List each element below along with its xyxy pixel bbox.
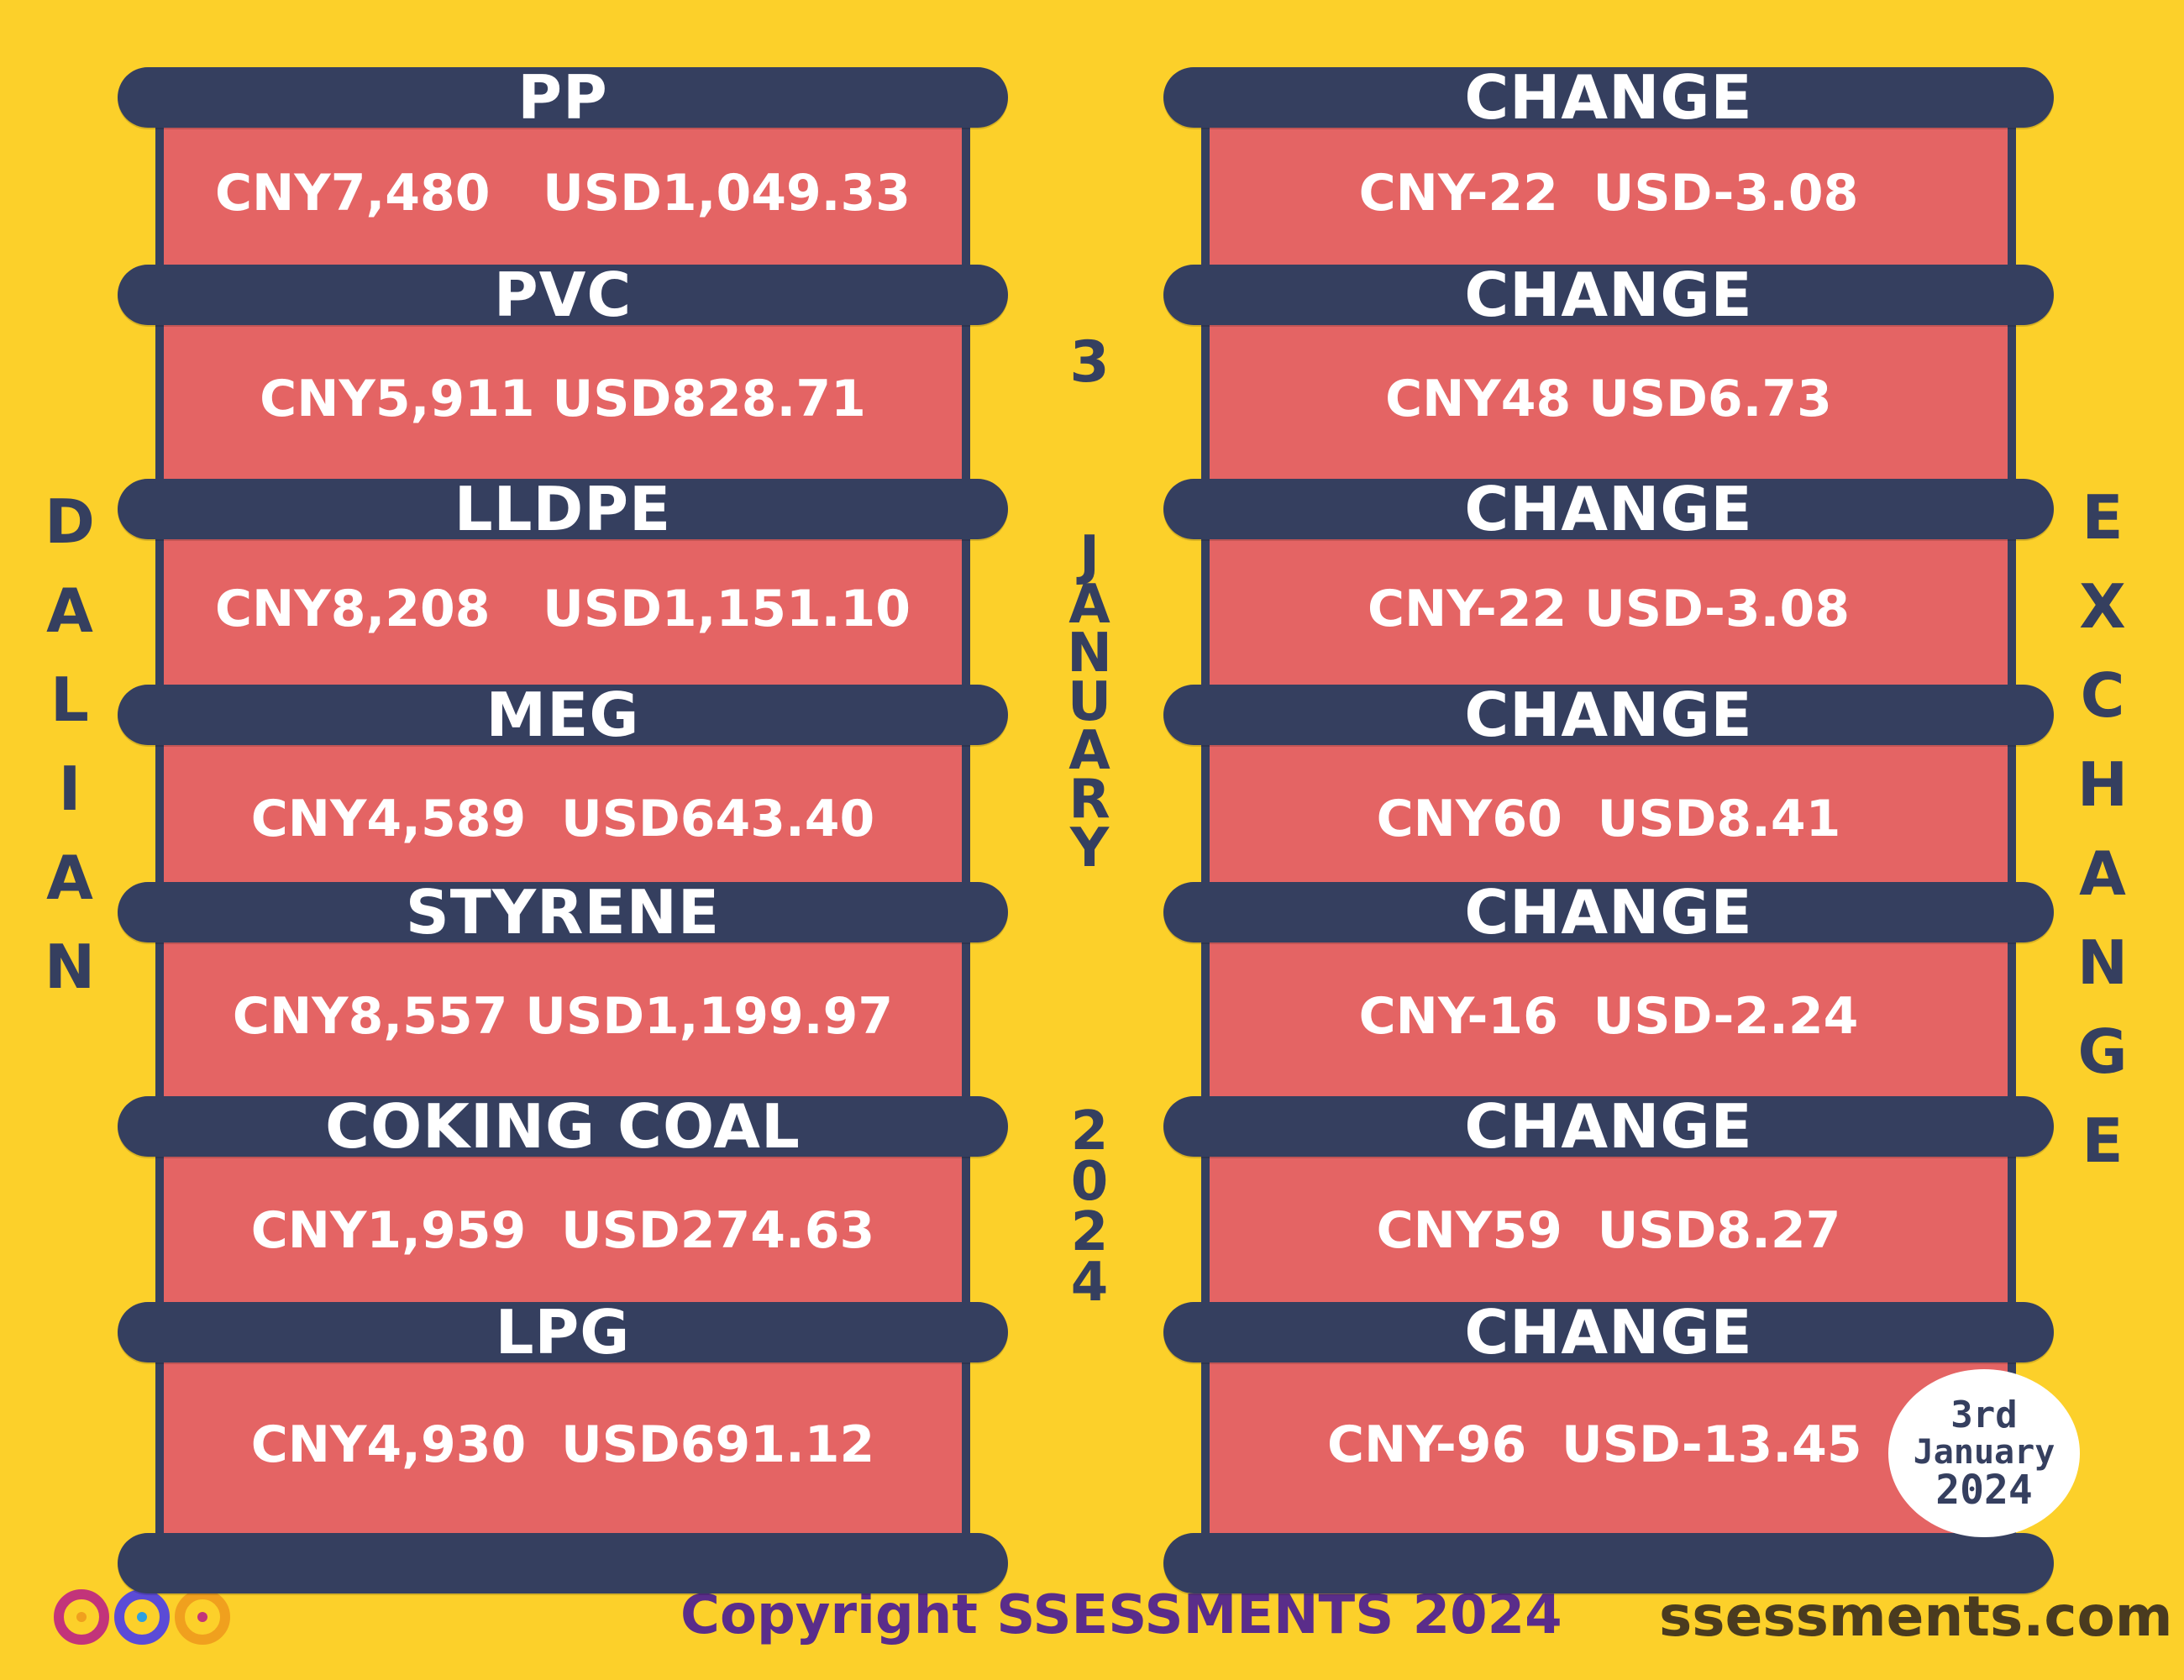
right-box-5: CNY59 USD8.27 [1201,1138,2016,1323]
change-pp: CNY-22 USD-3.08 [1358,164,1859,223]
right-box-4: CNY-16 USD-2.24 [1201,924,2016,1109]
left-header-6: LPG [118,1297,1008,1368]
label-lpg: LPG [495,1297,631,1368]
date-badge: 3rd January 2024 [1888,1369,2080,1537]
date-month: J A N U A R Y [1060,525,1119,879]
value-coking-coal: CNY1,959 USD274.63 [250,1201,875,1260]
right-box-0: CNY-22 USD-3.08 [1201,109,2016,277]
exchange-letter: E [2082,482,2124,553]
label-change: CHANGE [1464,62,1753,133]
left-box-3: CNY4,589 USD643.40 [155,727,970,911]
exchange-letter: G [2077,1016,2128,1087]
right-header-0: CHANGE [1163,62,2054,133]
exchange-letter: X [2079,571,2126,642]
exchange-vertical-label: E X C H A N G E [2073,487,2132,1200]
value-pp: CNY7,480 USD1,049.33 [215,164,911,223]
dalian-letter: I [58,753,81,824]
label-change: CHANGE [1464,1091,1753,1162]
exchange-letter: C [2080,660,2125,731]
label-meg: MEG [486,680,640,750]
year-digit: 2 [1070,1100,1109,1163]
month-letter: A [1068,574,1110,636]
infinity-logo-icon [54,1589,230,1645]
change-coking-coal: CNY59 USD8.27 [1376,1201,1841,1260]
dalian-letter: D [45,486,95,557]
month-letter: A [1068,720,1110,782]
dalian-vertical-label: D A L I A N [40,491,99,1026]
exchange-letter: H [2076,749,2129,820]
change-lldpe: CNY-22 USD-3.08 [1368,580,1850,638]
badge-day: 3rd [1950,1394,2018,1436]
badge-month: January [1913,1433,2055,1472]
exchange-letter: A [2079,838,2126,909]
year-digit: 0 [1070,1151,1109,1213]
date-year: 2 0 2 4 [1060,1100,1119,1314]
badge-year: 2024 [1935,1467,2033,1514]
right-box-1: CNY48 USD6.73 [1201,307,2016,491]
month-letter: U [1068,671,1111,733]
year-digit: 4 [1070,1252,1109,1314]
dalian-letter: L [50,664,89,735]
label-pp: PP [517,62,608,133]
change-styrene: CNY-16 USD-2.24 [1358,987,1859,1046]
left-box-2: CNY8,208 USD1,151.10 [155,521,970,697]
label-coking-coal: COKING COAL [325,1091,801,1162]
left-header-1: PVC [118,260,1008,330]
value-lldpe: CNY8,208 USD1,151.10 [215,580,911,638]
date-day: 3 [1069,329,1110,396]
month-letter: R [1068,769,1110,831]
value-pvc: CNY5,911 USD828.71 [260,370,866,428]
label-change: CHANGE [1464,680,1753,750]
right-box-3: CNY60 USD8.41 [1201,727,2016,911]
label-change: CHANGE [1464,877,1753,948]
label-lldpe: LLDPE [454,474,672,544]
value-styrene: CNY8,557 USD1,199.97 [232,987,894,1046]
label-change: CHANGE [1464,474,1753,544]
left-box-4: CNY8,557 USD1,199.97 [155,924,970,1109]
left-header-2: LLDPE [118,474,1008,544]
right-header-6: CHANGE [1163,1297,2054,1368]
label-pvc: PVC [493,260,633,330]
dalian-letter: A [46,843,93,913]
left-footer-bar [118,1533,1008,1593]
label-styrene: STYRENE [405,877,721,948]
copyright-text: Copyright SSESSMENTS 2024 [680,1584,1562,1646]
exchange-letter: E [2082,1105,2124,1176]
left-box-6: CNY4,930 USD691.12 [155,1344,970,1546]
label-change: CHANGE [1464,1297,1753,1368]
dalian-letter: N [44,932,96,1002]
right-box-2: CNY-22 USD-3.08 [1201,521,2016,697]
month-letter: Y [1069,817,1110,879]
value-lpg: CNY4,930 USD691.12 [250,1415,875,1474]
value-meg: CNY4,589 USD643.40 [250,790,875,848]
right-header-4: CHANGE [1163,877,2054,948]
dalian-letter: A [46,575,93,646]
change-pvc: CNY48 USD6.73 [1385,370,1832,428]
right-header-3: CHANGE [1163,680,2054,750]
change-meg: CNY60 USD8.41 [1376,790,1841,848]
left-box-0: CNY7,480 USD1,049.33 [155,109,970,277]
right-header-5: CHANGE [1163,1091,2054,1162]
right-footer-bar [1163,1533,2054,1593]
year-digit: 2 [1070,1201,1109,1263]
month-letter: N [1067,622,1112,685]
left-header-0: PP [118,62,1008,133]
website-link[interactable]: ssessments.com [1659,1584,2173,1649]
exchange-letter: N [2076,927,2129,998]
left-header-4: STYRENE [118,877,1008,948]
change-lpg: CNY-96 USD-13.45 [1327,1415,1862,1474]
label-change: CHANGE [1464,260,1753,330]
month-letter: J [1079,525,1100,587]
left-header-5: COKING COAL [118,1091,1008,1162]
left-box-5: CNY1,959 USD274.63 [155,1138,970,1323]
left-header-3: MEG [118,680,1008,750]
right-header-2: CHANGE [1163,474,2054,544]
right-box-6: CNY-96 USD-13.45 [1201,1344,2016,1546]
left-box-1: CNY5,911 USD828.71 [155,307,970,491]
right-header-1: CHANGE [1163,260,2054,330]
